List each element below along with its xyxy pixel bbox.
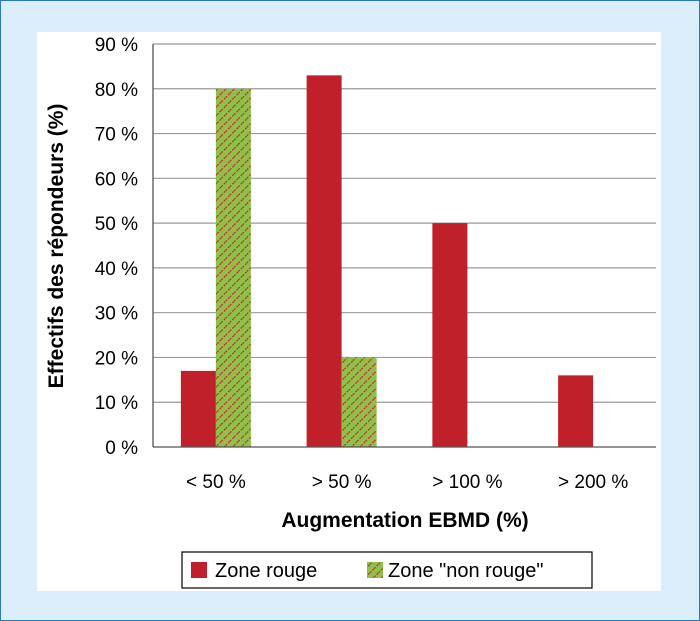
bar-zone-non-rouge (341, 357, 377, 447)
y-tick-label: 50 % (95, 214, 138, 235)
y-tick-label: 10 % (95, 393, 138, 414)
legend-label-zone-rouge: Zone rouge (215, 560, 317, 582)
bar-zone-rouge (558, 375, 594, 447)
y-tick-label: 60 % (95, 169, 138, 190)
x-tick-label: < 50 % (186, 472, 246, 493)
y-tick-label: 30 % (95, 304, 138, 325)
bar-zone-non-rouge (215, 88, 251, 448)
legend: Zone rouge Zone "non rouge" (181, 551, 593, 589)
y-tick-label: 40 % (95, 259, 138, 280)
y-tick-labels: 0 % 10 % 20 % 30 % 40 % 50 % 60 % 70 % 80 % 90 % (95, 35, 138, 459)
y-tick-label: 90 % (95, 35, 138, 56)
axes (152, 44, 656, 448)
legend-label-zone-non-rouge: Zone "non rouge" (388, 560, 543, 582)
bar-zone-rouge (180, 370, 216, 447)
bar-zone-rouge (306, 75, 342, 447)
x-tick-label: > 50 % (312, 472, 372, 493)
legend-swatch-zone-rouge (191, 562, 207, 578)
x-axis-title: Augmentation EBMD (%) (281, 509, 528, 532)
x-tick-labels: < 50 % > 50 % > 100 % > 200 % (186, 472, 628, 493)
y-tick-label: 20 % (95, 348, 138, 369)
bar-zone-rouge (432, 223, 468, 447)
x-tick-label: > 100 % (432, 472, 502, 493)
y-tick-label: 80 % (95, 80, 138, 101)
y-axis-title: Effectifs des répondeurs (%) (45, 104, 68, 389)
bars (180, 75, 594, 448)
chart-panel (37, 32, 661, 591)
legend-swatch-zone-non-rouge (367, 562, 383, 578)
y-tick-label: 0 % (105, 438, 138, 459)
x-tick-label: > 200 % (558, 472, 628, 493)
y-tick-label: 70 % (95, 125, 138, 146)
legend-box (181, 551, 593, 589)
